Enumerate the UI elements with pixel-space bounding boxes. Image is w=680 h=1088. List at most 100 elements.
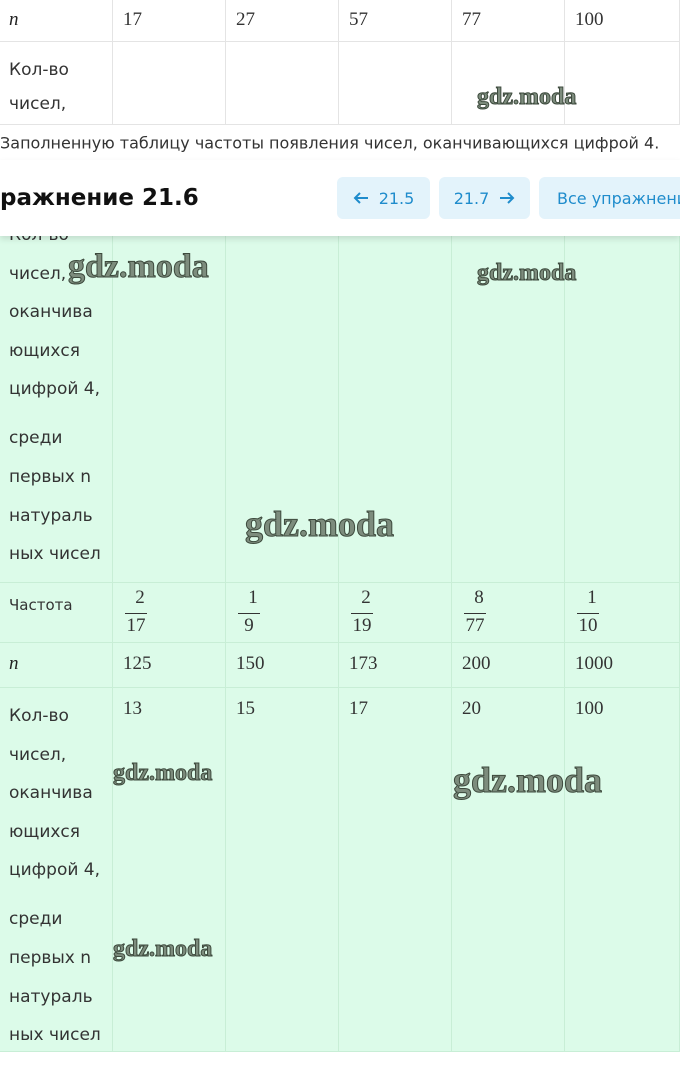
table-cell: [113, 688, 226, 1052]
cell-value: 17: [349, 698, 368, 719]
table-cell: [452, 42, 565, 125]
fraction-denominator: 17: [126, 615, 146, 636]
row-label: ных чисел: [9, 1025, 101, 1045]
cell-value: 57: [349, 9, 368, 30]
next-label: 21.7: [453, 188, 490, 208]
fraction-bar: [125, 613, 147, 614]
fraction-denominator: 19: [352, 615, 372, 636]
fraction-bar: [577, 613, 599, 614]
cell-value: 15: [236, 698, 255, 719]
row-label: Кол-во: [9, 60, 69, 80]
table-cell: [565, 643, 680, 688]
fraction-denominator: 10: [578, 615, 598, 636]
table-cell: [339, 643, 452, 688]
watermark: gdz.moda: [452, 760, 603, 801]
cell-value: 100: [575, 9, 604, 30]
arrow-left: [353, 192, 368, 204]
table-cell: [339, 42, 452, 125]
row-label: среди: [9, 909, 63, 929]
cell-value: 13: [123, 698, 142, 719]
row-label: оканчива: [9, 302, 93, 322]
fraction-denominator: 9: [244, 615, 254, 636]
table-cell: [339, 0, 452, 42]
fraction-numerator: 1: [587, 587, 597, 608]
cell-value: 125: [123, 653, 152, 674]
table-cell: [113, 643, 226, 688]
row-label: Кол-во: [9, 706, 69, 726]
cell-value: 17: [123, 9, 142, 30]
next-button[interactable]: 21.7: [439, 177, 530, 219]
table-cell: [113, 236, 226, 583]
row-label: ющихся: [9, 341, 81, 361]
table-cell: [226, 42, 339, 125]
table-cell: [452, 688, 565, 1052]
row-label: ющихся: [9, 822, 81, 842]
caption: Заполненную таблицу частоты появления чи…: [0, 133, 660, 153]
fraction-denominator: 77: [465, 615, 485, 636]
row-label: натураль: [9, 987, 93, 1007]
all-exercises-button[interactable]: Все упражнени: [539, 177, 680, 219]
watermark: gdz.moda: [476, 83, 577, 110]
fraction-bar: [351, 613, 373, 614]
table-cell: [0, 236, 113, 583]
fraction-numerator: 2: [135, 587, 145, 608]
cell-value: 77: [462, 9, 481, 30]
cell-value: 1000: [575, 653, 613, 674]
table-cell: [452, 0, 565, 42]
table-cell: [452, 236, 565, 583]
table-cell: [339, 583, 452, 643]
table-cell: [565, 42, 680, 125]
fraction-bar: [238, 613, 260, 614]
row-label: цифрой 4,: [9, 379, 101, 399]
fraction-bar: [464, 613, 486, 614]
table-cell: [565, 236, 680, 583]
row-label: ных чисел: [9, 544, 101, 564]
table-cell: [113, 0, 226, 42]
table-cell: [339, 236, 452, 583]
cell-value: 150: [236, 653, 265, 674]
table-cell: [565, 688, 680, 1052]
prev-button[interactable]: 21.5: [337, 177, 430, 219]
table-cell: [0, 583, 113, 643]
cell-value: 27: [236, 9, 255, 30]
watermark: gdz.moda: [68, 247, 210, 285]
row-label: среди: [9, 428, 63, 448]
fraction-numerator: 2: [361, 587, 371, 608]
table-cell: [0, 0, 113, 42]
sticky-header: ражнение 21.6 21.5 21.7 Все упражнени: [0, 160, 680, 236]
table-cell: [226, 0, 339, 42]
cell-value: 173: [349, 653, 378, 674]
table-cell: [226, 688, 339, 1052]
variable-label: n: [9, 9, 19, 30]
table-cell: [113, 42, 226, 125]
table-cell: [339, 688, 452, 1052]
arrow-right: [500, 192, 515, 204]
all-label: Все упражнени: [557, 188, 680, 208]
row-label: чисел,: [9, 264, 67, 284]
table-cell: [0, 643, 113, 688]
exercise-title: ражнение 21.6: [0, 185, 199, 211]
row-label: Частота: [9, 596, 73, 614]
table-cell: [452, 643, 565, 688]
cell-value: 200: [462, 653, 491, 674]
watermark: gdz.moda: [476, 259, 577, 286]
table-cell: [226, 643, 339, 688]
row-label: чисел,: [9, 745, 67, 765]
row-label: чисел,: [9, 94, 67, 114]
variable-label: n: [9, 653, 19, 674]
watermark: gdz.moda: [112, 759, 213, 786]
cell-value: 20: [462, 698, 481, 719]
watermark: gdz.moda: [244, 504, 395, 545]
table-cell: [226, 236, 339, 583]
row-label: первых n: [9, 467, 92, 487]
row-label: цифрой 4,: [9, 860, 101, 880]
row-label: первых n: [9, 948, 92, 968]
watermark: gdz.moda: [112, 935, 213, 962]
row-label: натураль: [9, 506, 93, 526]
fraction-numerator: 8: [474, 587, 484, 608]
table-cell: [0, 42, 113, 125]
fraction-numerator: 1: [248, 587, 258, 608]
table-cell: [0, 688, 113, 1052]
row-label: оканчива: [9, 783, 93, 803]
